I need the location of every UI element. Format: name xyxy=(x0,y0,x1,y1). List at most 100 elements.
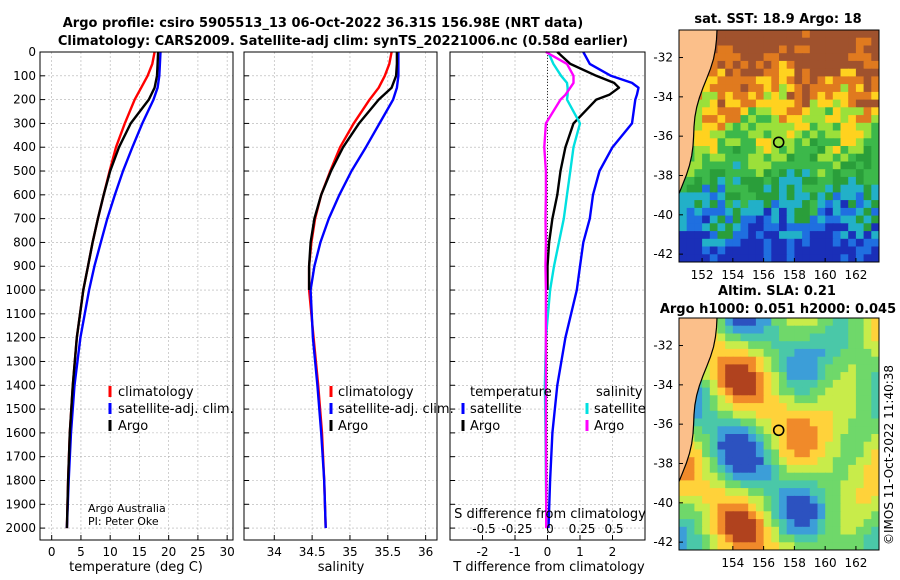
map-cell xyxy=(732,333,742,342)
map-cell xyxy=(809,418,819,427)
map-cell xyxy=(840,526,849,536)
map-cell xyxy=(748,238,757,248)
map-cell xyxy=(802,68,811,77)
map-cell xyxy=(825,115,834,124)
map-cell xyxy=(725,254,734,262)
map-cell xyxy=(779,333,788,342)
map-cell xyxy=(717,153,726,162)
map-cell xyxy=(825,449,834,458)
x-tick-label: 0 xyxy=(48,545,56,559)
map-cell xyxy=(702,464,711,474)
map-cell xyxy=(702,534,711,543)
map-cell xyxy=(794,418,803,427)
map-cell xyxy=(871,107,879,116)
map-cell xyxy=(802,418,811,427)
map-cell xyxy=(779,457,788,466)
map-cell xyxy=(832,215,842,224)
map-cell xyxy=(871,130,879,139)
map-cell xyxy=(771,146,780,155)
map-cell xyxy=(725,176,734,186)
map-cell xyxy=(786,534,795,543)
map-cell xyxy=(763,449,772,458)
map-cell xyxy=(771,364,780,373)
map-cell xyxy=(763,364,772,373)
map-cell xyxy=(779,395,788,404)
map-cell xyxy=(809,341,819,350)
map-cell xyxy=(702,542,711,550)
map-cell xyxy=(825,418,834,427)
map-cell xyxy=(779,246,788,255)
map-cell xyxy=(779,223,788,232)
sst-map-title: sat. SST: 18.9 Argo: 18 xyxy=(694,12,861,27)
map-cell xyxy=(709,495,719,505)
map-cell xyxy=(809,60,819,70)
map-cell xyxy=(832,526,842,536)
map-cell xyxy=(748,91,757,101)
map-cell xyxy=(817,207,826,217)
map-cell xyxy=(786,45,795,54)
map-cell xyxy=(863,37,872,46)
map-cell xyxy=(863,238,872,248)
map-cell xyxy=(725,184,734,193)
map-cell xyxy=(725,519,734,528)
map-cell xyxy=(809,434,819,443)
map-cell xyxy=(763,410,772,420)
map-cell xyxy=(825,161,834,170)
map-cell xyxy=(679,200,688,209)
map-cell xyxy=(863,115,872,124)
map-cell xyxy=(809,356,819,365)
map-cell xyxy=(786,115,795,124)
map-cell xyxy=(755,457,765,466)
map-cell xyxy=(717,246,726,255)
map-cell xyxy=(848,341,857,350)
map-cell xyxy=(832,107,842,116)
map-cell xyxy=(809,488,819,497)
map-cell xyxy=(809,441,819,450)
map-cell xyxy=(725,495,734,505)
map-cell xyxy=(863,387,872,396)
map-cell xyxy=(709,60,719,70)
map-cell xyxy=(802,318,811,327)
map-cell xyxy=(709,356,719,365)
map-cell xyxy=(694,495,703,505)
map-cell xyxy=(825,526,834,536)
x-tick-label: 20 xyxy=(161,545,176,559)
map-cell xyxy=(679,215,688,224)
map-cell xyxy=(702,138,711,147)
map-cell xyxy=(809,457,819,466)
y-tick-label: 1600 xyxy=(5,426,36,440)
map-cell xyxy=(817,526,826,536)
map-cell xyxy=(709,464,719,474)
map-cell xyxy=(871,184,879,193)
map-cell xyxy=(848,207,857,217)
map-cell xyxy=(809,76,819,85)
map-cell xyxy=(855,403,865,412)
map-cell xyxy=(771,387,780,396)
map-cell xyxy=(755,464,765,474)
map-cell xyxy=(871,341,879,350)
map-cell xyxy=(817,76,826,85)
legend-temp-argo: Argo xyxy=(470,419,500,434)
map-cell xyxy=(679,223,688,232)
map-cell xyxy=(709,146,719,155)
map-cell xyxy=(840,215,849,224)
legend-sal-satellite: satellite xyxy=(594,402,646,417)
map-cell xyxy=(840,395,849,404)
map-cell xyxy=(740,472,749,481)
map-cell xyxy=(832,387,842,396)
map-cell xyxy=(748,426,757,435)
map-cell xyxy=(748,434,757,443)
map-cell xyxy=(809,464,819,474)
map-cell xyxy=(748,254,757,262)
map-cell xyxy=(855,122,865,132)
map-cell xyxy=(855,176,865,186)
map-cell xyxy=(832,153,842,162)
map-cell xyxy=(809,519,819,528)
map-cell xyxy=(802,372,811,381)
map-cell xyxy=(717,76,726,85)
map-cell xyxy=(855,488,865,497)
map-cell xyxy=(694,403,703,412)
map-cell xyxy=(740,153,749,162)
map-cell xyxy=(779,60,788,70)
map-cell xyxy=(679,542,688,550)
